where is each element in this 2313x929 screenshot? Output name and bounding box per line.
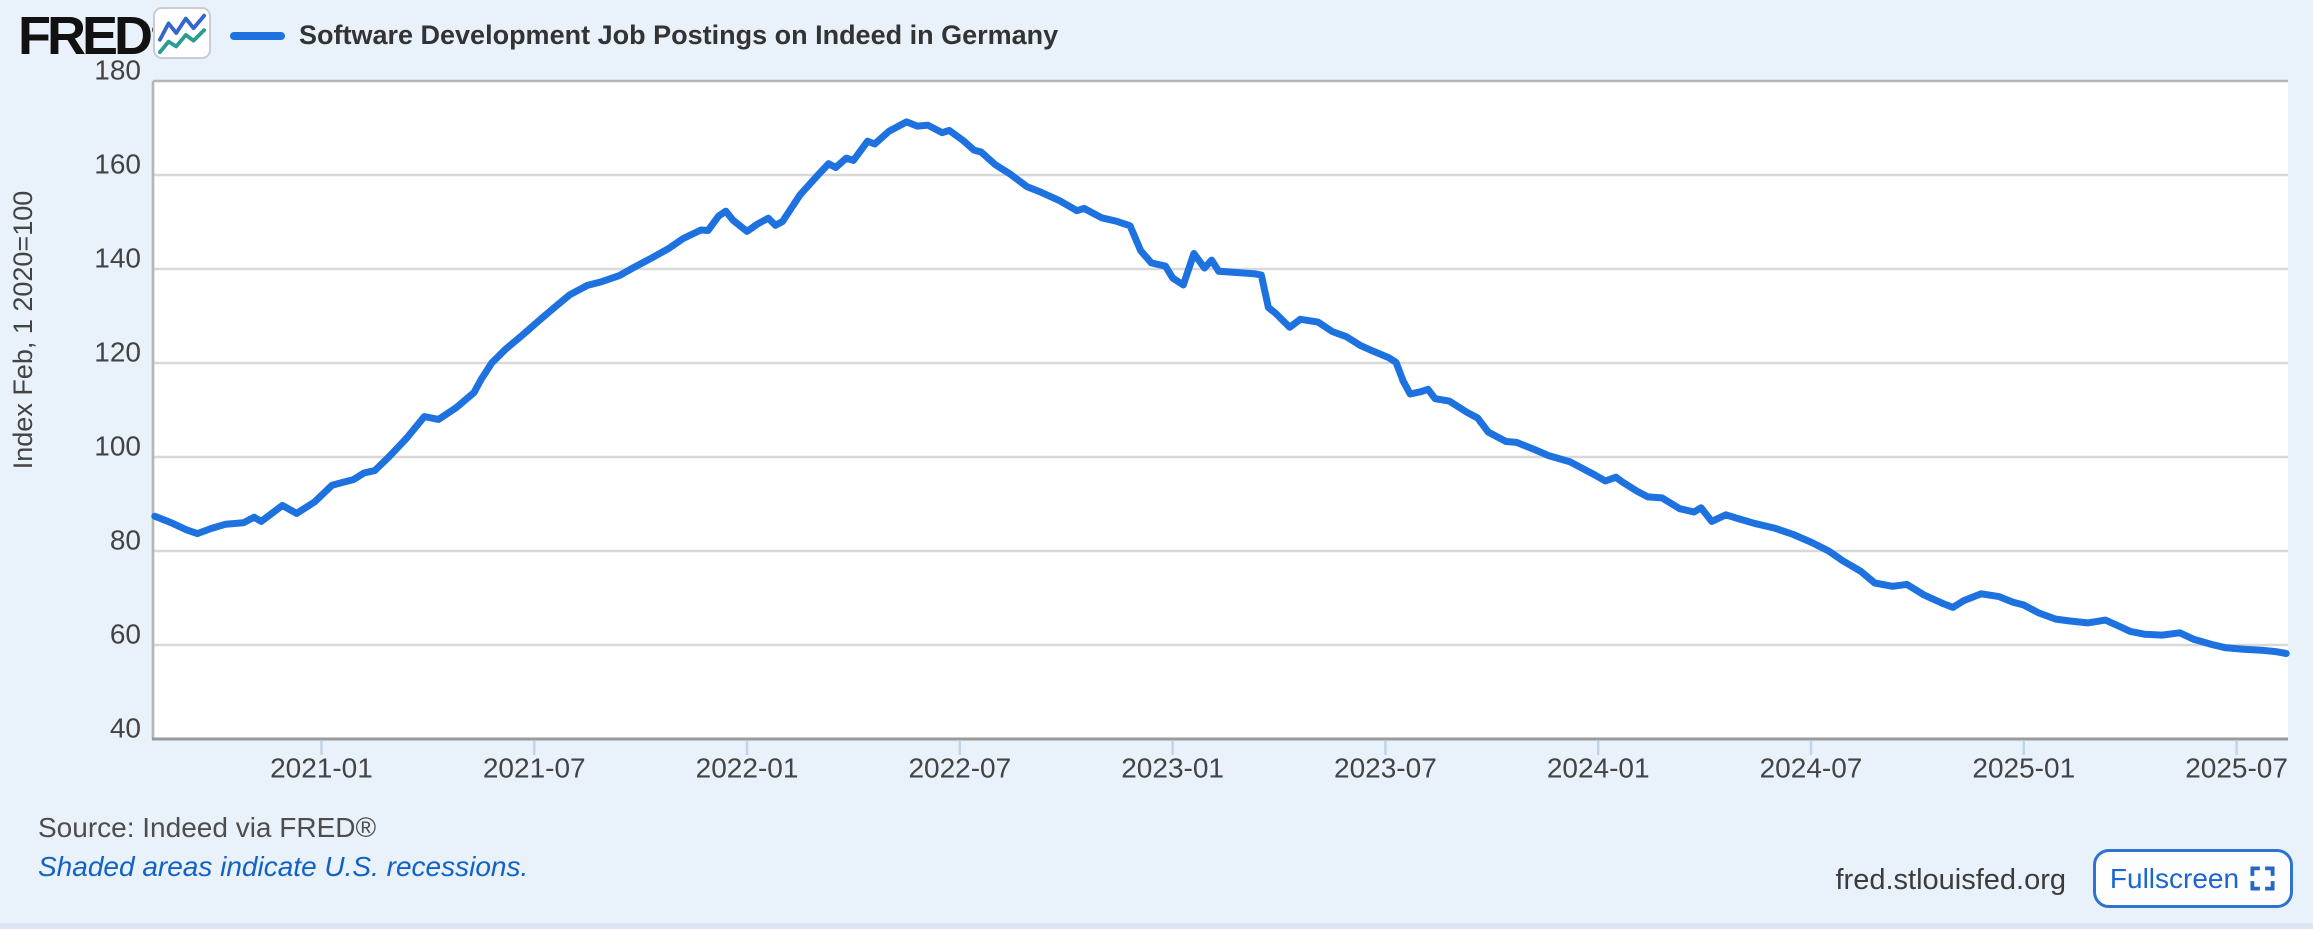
y-tick-label: 140 (94, 242, 141, 273)
x-tick-label: 2021-07 (483, 752, 586, 783)
y-tick-label: 100 (94, 430, 141, 461)
line-chart: 40 60 80 100 120 140 160 180 Index Feb, 1 2020=1… (8, 54, 2290, 783)
y-axis-title: Index Feb, 1 2020=100 (8, 191, 38, 469)
mini-line-chart-glyph (158, 13, 206, 55)
y-tick-label: 60 (110, 618, 141, 649)
x-tick-label: 2023-01 (1121, 752, 1224, 783)
y-tick-label: 160 (94, 148, 141, 179)
x-tick-label: 2022-01 (696, 752, 799, 783)
plot-area (153, 81, 2288, 739)
site-url-link[interactable]: fred.stlouisfed.org (1835, 864, 2066, 896)
chart-title: Software Development Job Postings on Ind… (299, 20, 1059, 50)
x-tick-label: 2023-07 (1334, 752, 1437, 783)
x-tick-label: 2025-07 (2185, 752, 2288, 783)
x-tick-label: 2025-01 (1972, 752, 2075, 783)
fred-logo-text: FRED (18, 6, 153, 66)
source-text: Source: Indeed via FRED® (38, 812, 377, 843)
fullscreen-button-label: Fullscreen (2109, 862, 2240, 894)
x-tick-label: 2022-07 (908, 752, 1011, 783)
legend-line-swatch (230, 32, 285, 40)
y-tick-label: 80 (110, 524, 141, 555)
y-tick-label: 40 (110, 712, 141, 743)
x-tick-label: 2024-01 (1547, 752, 1650, 783)
y-tick-label: 120 (94, 336, 141, 367)
fullscreen-button[interactable]: Fullscreen (2093, 849, 2293, 908)
x-tick-label: 2021-01 (270, 752, 373, 783)
x-tick-label: 2024-07 (1760, 752, 1863, 783)
y-tick-label: 180 (94, 54, 141, 85)
recession-note-link[interactable]: Shaded areas indicate U.S. recessions. (38, 851, 529, 882)
series-line (151, 118, 2290, 657)
mini-line-chart-icon[interactable] (153, 7, 211, 59)
fullscreen-expand-icon (2250, 866, 2275, 891)
bottom-edge-strip (0, 923, 2313, 929)
